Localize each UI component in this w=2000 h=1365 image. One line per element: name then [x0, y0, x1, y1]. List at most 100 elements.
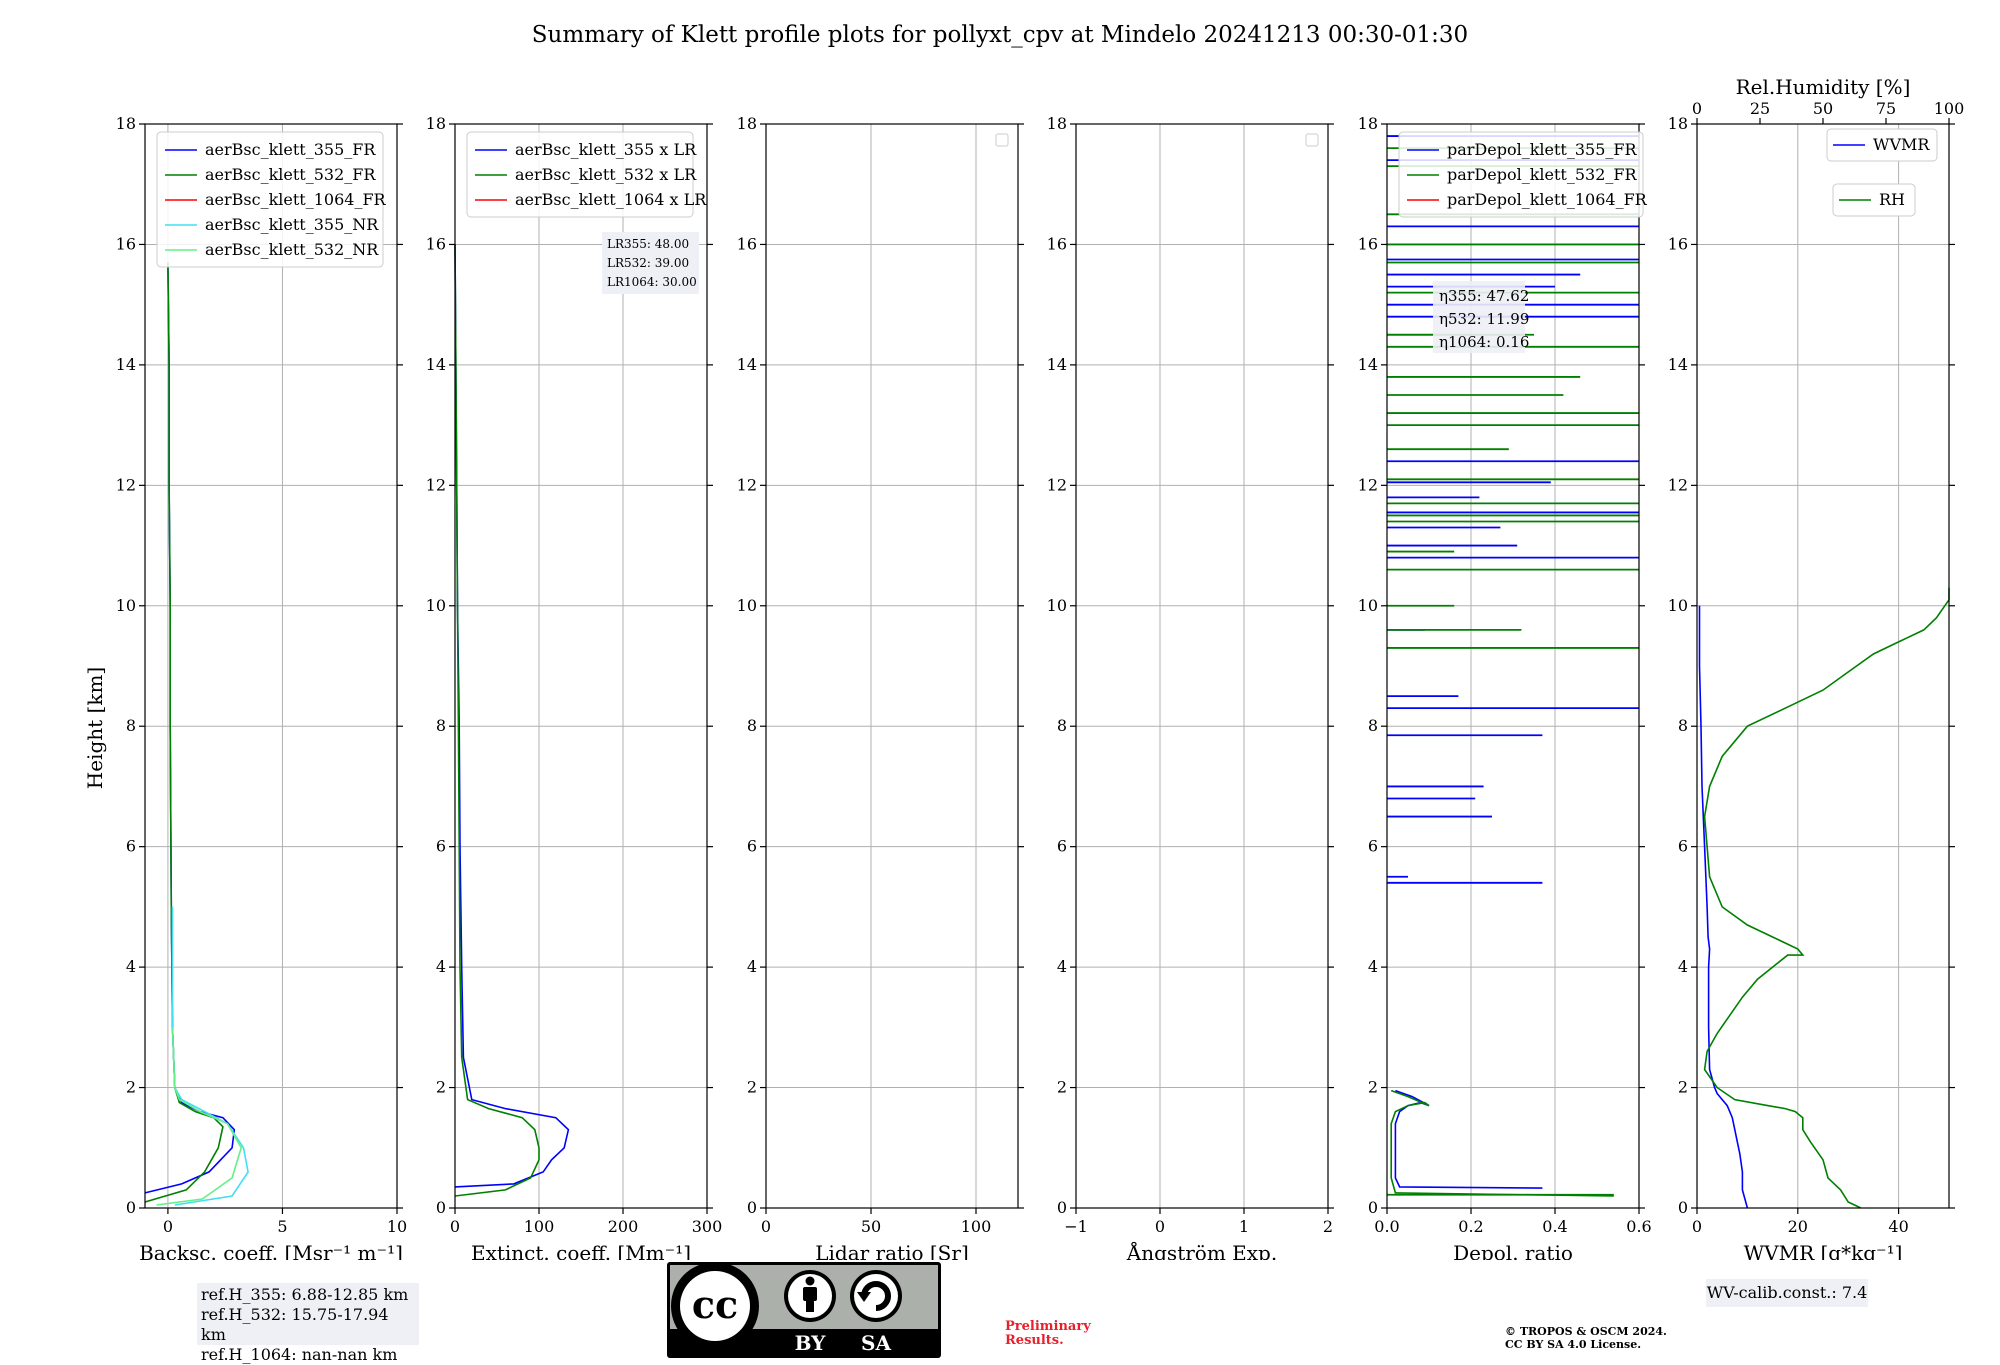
- x-tick-label: 5: [277, 1217, 287, 1236]
- legend-label: aerBsc_klett_532_NR: [205, 240, 379, 259]
- ref-h-355: ref.H_355: 6.88-12.85 km: [201, 1285, 409, 1304]
- ref-h-532: ref.H_532: 15.75-17.94 km: [201, 1305, 389, 1344]
- y-tick-label: 8: [1057, 716, 1067, 735]
- x-tick-label: −1: [1064, 1217, 1088, 1236]
- x-axis-label: WVMR [g*kg⁻¹]: [1744, 1241, 1903, 1260]
- y-tick-label: 2: [126, 1078, 136, 1097]
- x-tick-label: 0: [450, 1217, 460, 1236]
- preliminary-note: Preliminary Results.: [1005, 1320, 1091, 1348]
- y-tick-label: 12: [737, 475, 757, 494]
- y-tick-label: 18: [1668, 114, 1688, 133]
- y-tick-label: 0: [747, 1198, 757, 1217]
- y-tick-label: 0: [1678, 1198, 1688, 1217]
- y-tick-label: 6: [1678, 837, 1688, 856]
- y-tick-label: 18: [737, 114, 757, 133]
- x-axis-label: Backsc. coeff. [Msr⁻¹ m⁻¹]: [139, 1241, 403, 1260]
- empty-legend-box: [1305, 133, 1319, 147]
- y-tick-label: 0: [436, 1198, 446, 1217]
- lidar-ratio-text: LR532: 39.00: [607, 256, 689, 270]
- sa-label: SA: [861, 1331, 891, 1355]
- series-parDepol_klett_532_FR: [1390, 1089, 1614, 1197]
- legend-label: aerBsc_klett_355_NR: [205, 215, 379, 234]
- y-tick-label: 2: [1368, 1078, 1378, 1097]
- x-tick-label: 40: [1888, 1217, 1908, 1236]
- empty-legend-box: [995, 133, 1009, 147]
- rh-tick-label: 25: [1750, 99, 1770, 118]
- panel-ext: 0 100 200 300 0 2 4 6 8 10 12 14 16 18 Extinct. coeff.…: [426, 114, 723, 1260]
- x-tick-label: 10: [387, 1217, 407, 1236]
- y-tick-label: 12: [1358, 475, 1378, 494]
- y-tick-label: 2: [747, 1078, 757, 1097]
- y-tick-label: 16: [737, 234, 757, 253]
- rh-tick-label: 100: [1934, 99, 1965, 118]
- copyright-note: © TROPOS & OSCM 2024. CC BY SA 4.0 Licen…: [1505, 1325, 1667, 1351]
- eta-text: η1064: 0.16: [1439, 333, 1529, 351]
- legend-label: parDepol_klett_355_FR: [1447, 140, 1638, 159]
- legend-box: [1398, 131, 1644, 218]
- y-tick-label: 14: [737, 355, 757, 374]
- x-tick-label: 50: [861, 1217, 881, 1236]
- legend-label: WVMR: [1873, 135, 1930, 154]
- x-tick-label: 100: [961, 1217, 992, 1236]
- legend-label: RH: [1879, 190, 1905, 209]
- x-tick-label: 0.0: [1374, 1217, 1399, 1236]
- y-tick-label: 0: [126, 1198, 136, 1217]
- y-tick-label: 2: [1057, 1078, 1067, 1097]
- y-tick-label: 6: [436, 837, 446, 856]
- series-WVMR: [1698, 605, 1749, 1209]
- x-tick-label: 0.4: [1542, 1217, 1567, 1236]
- y-tick-label: 8: [1678, 716, 1688, 735]
- copyright-line-1: © TROPOS & OSCM 2024.: [1505, 1325, 1667, 1338]
- x-tick-label: 0: [1692, 1217, 1702, 1236]
- copyright-line-2: CC BY SA 4.0 License.: [1505, 1338, 1642, 1351]
- x-tick-label: 0.6: [1626, 1217, 1651, 1236]
- legend-label: aerBsc_klett_355_FR: [205, 140, 376, 159]
- y-tick-label: 12: [116, 475, 136, 494]
- y-tick-label: 8: [747, 716, 757, 735]
- x-axis-label: Ångström Exp.: [1126, 1240, 1277, 1260]
- y-tick-label: 12: [426, 475, 446, 494]
- y-tick-label: 8: [126, 716, 136, 735]
- x-tick-label: 200: [608, 1217, 639, 1236]
- y-tick-label: 14: [116, 355, 136, 374]
- x-axis-label: Lidar ratio [Sr]: [815, 1241, 969, 1260]
- y-tick-label: 6: [1057, 837, 1067, 856]
- y-tick-label: 0: [1368, 1198, 1378, 1217]
- x-tick-label: 0: [163, 1217, 173, 1236]
- y-tick-label: 4: [1678, 957, 1688, 976]
- legend-label: aerBsc_klett_355 x LR: [515, 140, 697, 159]
- y-tick-label: 14: [1358, 355, 1378, 374]
- y-tick-label: 16: [116, 234, 136, 253]
- preliminary-line-2: Results.: [1005, 1333, 1064, 1348]
- legend-label: parDepol_klett_532_FR: [1447, 165, 1638, 184]
- y-tick-label: 12: [1047, 475, 1067, 494]
- y-tick-label: 10: [1358, 596, 1378, 615]
- series-RH: [1703, 587, 1950, 1209]
- y-tick-label: 14: [1668, 355, 1688, 374]
- wvmr-legend-box: [1826, 128, 1938, 162]
- y-tick-label: 10: [116, 596, 136, 615]
- series-aerBsc_klett_355_NR: [171, 906, 249, 1206]
- wv-calibration-box: WV-calib.const.: 7.4: [1706, 1279, 1868, 1307]
- x-tick-label: 20: [1788, 1217, 1808, 1236]
- x-tick-label: 2: [1323, 1217, 1333, 1236]
- x-tick-label: 0: [761, 1217, 771, 1236]
- y-tick-label: 0: [1057, 1198, 1067, 1217]
- y-tick-label: 16: [1358, 234, 1378, 253]
- rh-legend-box: [1832, 183, 1916, 217]
- legend-label: aerBsc_klett_532 x LR: [515, 165, 697, 184]
- y-tick-label: 14: [1047, 355, 1067, 374]
- y-tick-label: 6: [1368, 837, 1378, 856]
- y-tick-label: 16: [1047, 234, 1067, 253]
- panel-dep: 0.0 0.2 0.4 0.6 0 2 4 6 8 10 12 14 16 18 Depol. ratio p…: [1358, 114, 1652, 1260]
- rh-axis-label: Rel.Humidity [%]: [1736, 75, 1911, 99]
- legend-box: [156, 131, 384, 268]
- y-tick-label: 8: [436, 716, 446, 735]
- x-tick-label: 0.2: [1458, 1217, 1483, 1236]
- y-tick-label: 4: [436, 957, 446, 976]
- y-tick-label: 18: [116, 114, 136, 133]
- y-tick-label: 18: [1358, 114, 1378, 133]
- x-tick-label: 100: [524, 1217, 555, 1236]
- y-tick-label: 4: [126, 957, 136, 976]
- panel-bsc: 0 5 10 0 2 4 6 8 10 12 14 16 18 Backsc. coeff. [Msr⁻¹…: [116, 114, 408, 1260]
